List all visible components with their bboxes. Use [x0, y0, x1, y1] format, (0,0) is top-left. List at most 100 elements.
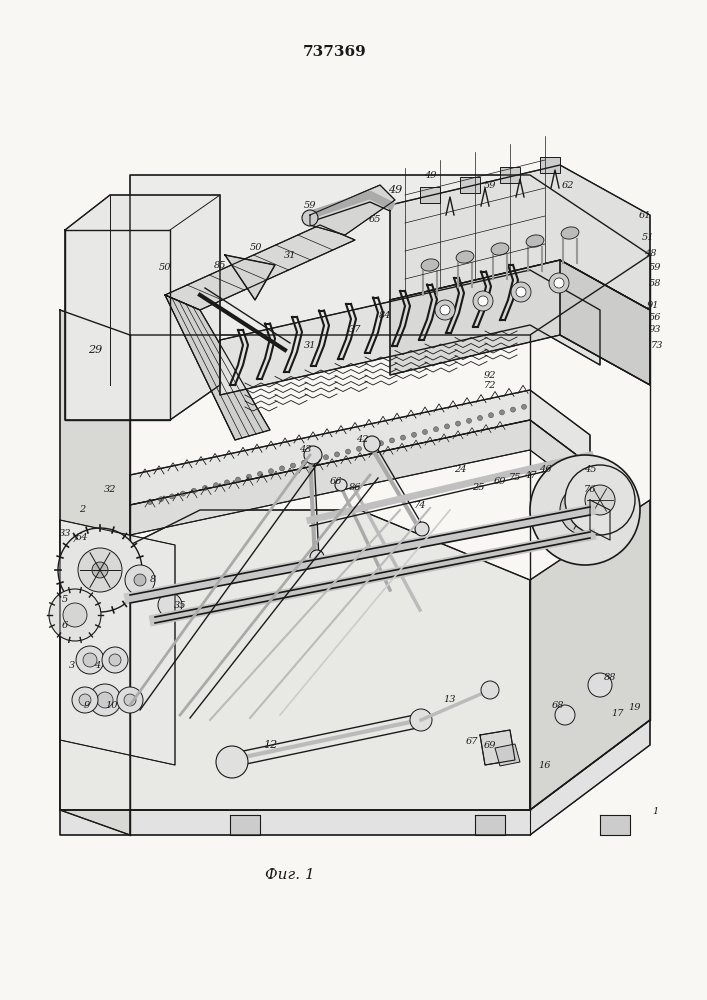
Text: 29: 29 — [88, 345, 102, 355]
Text: 88: 88 — [604, 674, 617, 682]
Polygon shape — [390, 165, 650, 310]
Circle shape — [411, 432, 416, 437]
Text: 43: 43 — [299, 446, 311, 454]
Circle shape — [555, 705, 575, 725]
Text: 59: 59 — [484, 180, 496, 190]
Circle shape — [312, 458, 317, 462]
Text: 93: 93 — [649, 326, 661, 334]
Text: 92: 92 — [484, 370, 496, 379]
Circle shape — [477, 416, 482, 420]
Circle shape — [125, 565, 155, 595]
Text: 59: 59 — [304, 200, 316, 210]
Polygon shape — [310, 185, 395, 235]
Text: 75: 75 — [509, 474, 521, 483]
Polygon shape — [60, 720, 650, 835]
Text: 72: 72 — [484, 380, 496, 389]
Text: 50: 50 — [250, 243, 262, 252]
Text: 35: 35 — [174, 600, 186, 609]
Text: 73: 73 — [650, 340, 663, 350]
Text: 12: 12 — [263, 740, 277, 750]
Polygon shape — [65, 230, 170, 420]
Polygon shape — [220, 270, 600, 395]
Circle shape — [554, 278, 564, 288]
Text: 74: 74 — [414, 500, 426, 510]
Text: 33: 33 — [59, 528, 71, 538]
Polygon shape — [130, 390, 590, 505]
Circle shape — [269, 469, 274, 474]
Circle shape — [445, 424, 450, 429]
Text: 37: 37 — [349, 326, 361, 334]
Text: 84: 84 — [379, 310, 391, 320]
Text: 51: 51 — [642, 233, 654, 242]
Circle shape — [560, 485, 610, 535]
Circle shape — [257, 472, 262, 477]
Circle shape — [117, 687, 143, 713]
Polygon shape — [230, 815, 260, 835]
Circle shape — [225, 480, 230, 485]
Circle shape — [489, 413, 493, 418]
Text: 31: 31 — [304, 340, 316, 350]
Text: 47: 47 — [524, 471, 536, 480]
Text: 49: 49 — [388, 185, 402, 195]
Text: 10: 10 — [106, 700, 118, 710]
Circle shape — [478, 296, 488, 306]
Text: 42: 42 — [356, 436, 368, 444]
Circle shape — [310, 550, 324, 564]
Circle shape — [83, 653, 97, 667]
Text: 69: 69 — [484, 740, 496, 750]
Circle shape — [279, 466, 284, 471]
Text: 7: 7 — [72, 536, 78, 544]
Circle shape — [202, 486, 207, 490]
Circle shape — [170, 494, 175, 499]
Ellipse shape — [421, 259, 439, 271]
Text: 65: 65 — [369, 216, 381, 225]
Circle shape — [97, 692, 113, 708]
Circle shape — [510, 407, 515, 412]
Text: 25: 25 — [472, 484, 484, 492]
Circle shape — [588, 673, 612, 697]
Circle shape — [335, 479, 347, 491]
Circle shape — [180, 491, 185, 496]
Text: 86: 86 — [349, 483, 361, 491]
Circle shape — [134, 574, 146, 586]
Ellipse shape — [561, 227, 579, 239]
Circle shape — [585, 485, 615, 515]
Circle shape — [473, 291, 493, 311]
Circle shape — [109, 654, 121, 666]
Ellipse shape — [491, 243, 509, 255]
Text: 54: 54 — [76, 534, 88, 542]
Polygon shape — [540, 157, 560, 173]
Text: 56: 56 — [649, 314, 661, 322]
Circle shape — [58, 528, 142, 612]
Circle shape — [481, 681, 499, 699]
Circle shape — [368, 444, 373, 448]
Text: 16: 16 — [539, 760, 551, 770]
Circle shape — [76, 646, 104, 674]
Polygon shape — [600, 815, 630, 835]
Polygon shape — [390, 260, 650, 385]
Text: 58: 58 — [649, 278, 661, 288]
Circle shape — [334, 452, 339, 457]
Circle shape — [400, 435, 406, 440]
Text: 68: 68 — [551, 700, 564, 710]
Text: 737369: 737369 — [303, 45, 367, 59]
Circle shape — [511, 282, 531, 302]
Circle shape — [124, 694, 136, 706]
Circle shape — [49, 589, 101, 641]
Circle shape — [440, 305, 450, 315]
Circle shape — [72, 687, 98, 713]
Text: 2: 2 — [79, 506, 85, 514]
Circle shape — [235, 477, 240, 482]
Circle shape — [435, 300, 455, 320]
Text: 61: 61 — [638, 211, 651, 220]
Text: 8: 8 — [150, 576, 156, 584]
Polygon shape — [225, 255, 275, 300]
Text: 3: 3 — [69, 660, 75, 670]
Polygon shape — [420, 187, 440, 203]
Circle shape — [78, 548, 122, 592]
Polygon shape — [500, 167, 520, 183]
Circle shape — [522, 404, 527, 409]
Circle shape — [455, 421, 460, 426]
Text: 45: 45 — [584, 466, 596, 475]
Circle shape — [530, 455, 640, 565]
